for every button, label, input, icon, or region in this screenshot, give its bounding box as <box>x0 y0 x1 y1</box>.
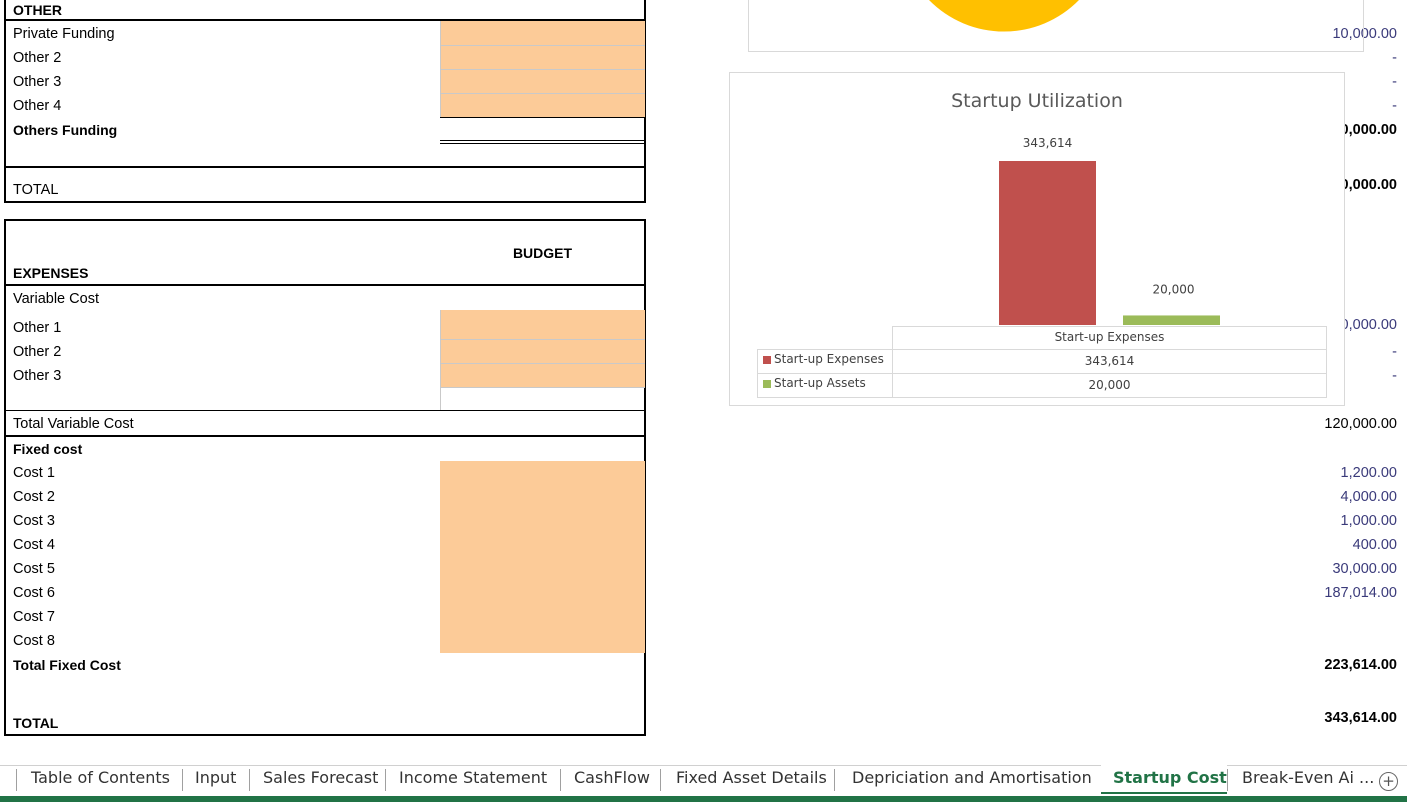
tab-sales-forecast[interactable]: Sales Forecast <box>263 768 379 787</box>
tab-income-statement[interactable]: Income Statement <box>399 768 548 787</box>
funding-label-other2: Other 2 <box>13 50 62 66</box>
fixed-label-cost7: Cost 7 <box>13 609 55 625</box>
tab-startup-cost-active[interactable] <box>1101 764 1227 794</box>
variable-input-cells[interactable] <box>440 310 645 387</box>
fixed-value-cost6[interactable]: 187,014.00 <box>1324 585 1397 601</box>
funding-label-other3: Other 3 <box>13 74 62 90</box>
total-variable-cost-label: Total Variable Cost <box>13 416 134 432</box>
status-bar <box>0 796 1407 802</box>
expenses-total-label: TOTAL <box>13 715 59 731</box>
variable-value-other2[interactable]: - <box>1392 344 1397 360</box>
funding-label-private: Private Funding <box>13 26 115 42</box>
funding-value-other3[interactable]: - <box>1392 74 1397 90</box>
data-table-value-assets: 20,000 <box>1088 378 1131 392</box>
expenses-header: EXPENSES <box>13 265 89 281</box>
tab-cashflow[interactable]: CashFlow <box>574 768 650 787</box>
variable-label-other2: Other 2 <box>13 344 62 360</box>
tab-fixed-asset-details[interactable]: Fixed Asset Details <box>676 768 827 787</box>
variable-cost-label: Variable Cost <box>13 291 99 307</box>
fixed-value-cost1[interactable]: 1,200.00 <box>1340 465 1397 481</box>
tab-break-even[interactable]: Break-Even Ai ... <box>1242 768 1375 787</box>
legend-label-assets: Start-up Assets <box>774 376 866 390</box>
funding-section-header: OTHER <box>13 2 62 18</box>
fixed-label-cost3: Cost 3 <box>13 513 55 529</box>
fixed-label-cost6: Cost 6 <box>13 585 55 601</box>
fixed-cost-label: Fixed cost <box>13 441 83 457</box>
funding-total-label: TOTAL <box>13 182 59 198</box>
variable-label-other1: Other 1 <box>13 320 62 336</box>
others-funding-value: 10,000.00 <box>1332 122 1397 138</box>
legend-swatch-assets <box>763 380 771 388</box>
fixed-label-cost8: Cost 8 <box>13 633 55 649</box>
expenses-total-value: 343,614.00 <box>1324 710 1397 726</box>
total-fixed-cost-label: Total Fixed Cost <box>13 657 121 673</box>
chart-data-table: Start-up Expenses 343,614 20,000 <box>892 326 1327 398</box>
data-label-startup-expenses: 343,614 <box>1023 136 1073 150</box>
funding-label-other4: Other 4 <box>13 98 62 114</box>
fixed-label-cost1: Cost 1 <box>13 465 55 481</box>
data-label-startup-assets: 20,000 <box>1153 282 1195 296</box>
bar-startup-assets[interactable] <box>1123 315 1220 325</box>
bar-startup-expenses[interactable] <box>999 161 1096 325</box>
variable-value-other3[interactable]: - <box>1392 368 1397 384</box>
data-table-value-expenses: 343,614 <box>1084 354 1135 368</box>
tab-input[interactable]: Input <box>195 768 237 787</box>
funding-value-other2[interactable]: - <box>1392 50 1397 66</box>
pie-chart-slice <box>929 0 1079 32</box>
total-fixed-cost-value: 223,614.00 <box>1324 657 1397 673</box>
fixed-label-cost4: Cost 4 <box>13 537 55 553</box>
legend-label-expenses: Start-up Expenses <box>774 352 884 366</box>
variable-label-other3: Other 3 <box>13 368 62 384</box>
fixed-value-cost2[interactable]: 4,000.00 <box>1340 489 1397 505</box>
chart-title: Startup Utilization <box>951 90 1123 112</box>
fixed-value-cost4[interactable]: 400.00 <box>1352 537 1397 553</box>
pie-chart-frame[interactable] <box>748 0 1364 52</box>
fixed-value-cost5[interactable]: 30,000.00 <box>1332 561 1397 577</box>
startup-utilization-chart[interactable]: Startup Utilization 343,614 20,000 Start-… <box>729 72 1345 406</box>
budget-header: BUDGET <box>512 245 573 261</box>
funding-value-private[interactable]: 10,000.00 <box>1332 26 1397 42</box>
tab-depriciation-and-amortisation[interactable]: Depriciation and Amortisation <box>852 768 1092 787</box>
others-funding-label: Others Funding <box>13 122 118 138</box>
funding-value-other4[interactable]: - <box>1392 98 1397 114</box>
add-sheet-plus-circle-icon[interactable]: + <box>1379 772 1398 791</box>
legend-swatch-expenses <box>763 356 771 364</box>
fixed-label-cost2: Cost 2 <box>13 489 55 505</box>
fixed-value-cost3[interactable]: 1,000.00 <box>1340 513 1397 529</box>
fixed-label-cost5: Cost 5 <box>13 561 55 577</box>
data-table-category: Start-up Expenses <box>1054 330 1165 344</box>
tab-startup-cost[interactable]: Startup Cost <box>1113 768 1227 787</box>
total-variable-cost-value: 120,000.00 <box>1324 416 1397 432</box>
funding-total-value: 40,000.00 <box>1332 177 1397 193</box>
fixed-input-cells[interactable] <box>440 461 645 653</box>
chart-plot-area: 343,614 20,000 <box>999 136 1220 325</box>
tab-table-of-contents[interactable]: Table of Contents <box>31 768 170 787</box>
